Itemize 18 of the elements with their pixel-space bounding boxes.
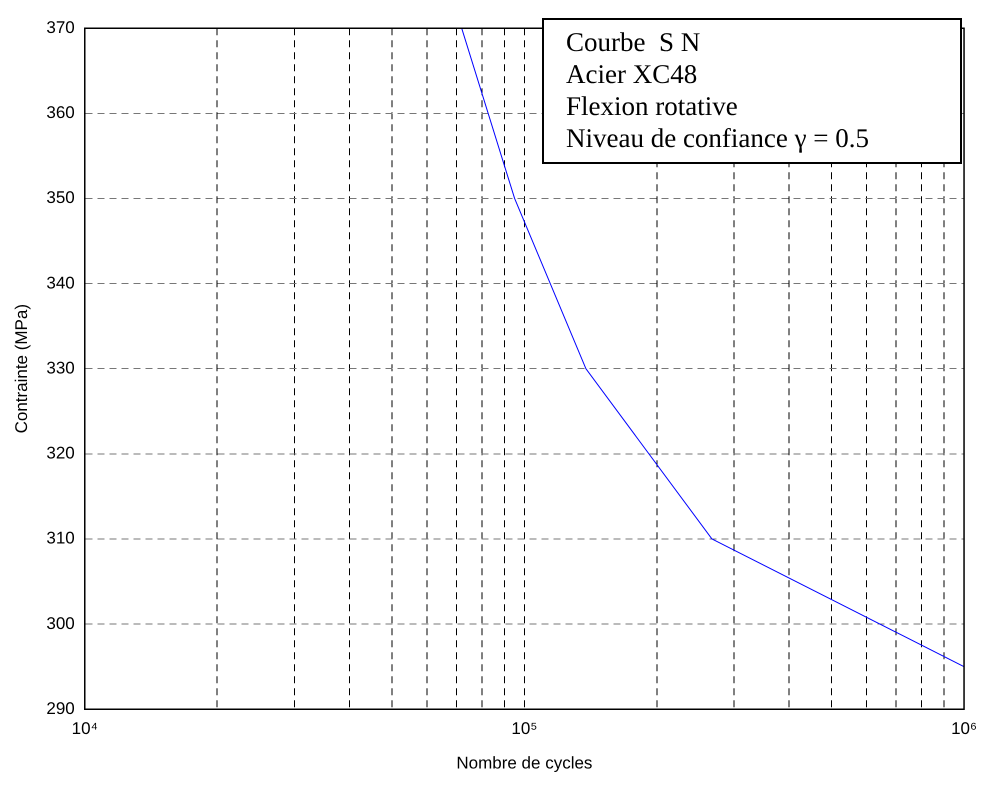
y-tick-label: 350 <box>46 188 75 208</box>
x-tick-label: 10⁵ <box>511 719 538 738</box>
x-tick-label: 10⁴ <box>72 719 98 738</box>
y-tick-label: 300 <box>46 614 75 633</box>
y-axis-title: Contrainte (MPa) <box>12 304 31 434</box>
y-tick-label: 370 <box>46 18 75 37</box>
y-tick-label: 290 <box>46 698 75 718</box>
y-tick-label: 320 <box>46 444 75 463</box>
y-tick-label: 310 <box>46 528 75 548</box>
x-tick-label: 10⁶ <box>951 719 978 738</box>
annotation: Niveau de confiance γ = 0.5 <box>566 122 870 154</box>
y-tick-label: 360 <box>46 103 75 122</box>
x-axis-title: Nombre de cycles <box>456 753 592 772</box>
annotation: Flexion rotative <box>566 90 739 122</box>
annotation: Courbe S N <box>566 26 702 58</box>
y-tick-label: 340 <box>46 273 75 292</box>
y-tick-label: 330 <box>46 358 75 378</box>
annotation: Acier XC48 <box>566 58 698 90</box>
